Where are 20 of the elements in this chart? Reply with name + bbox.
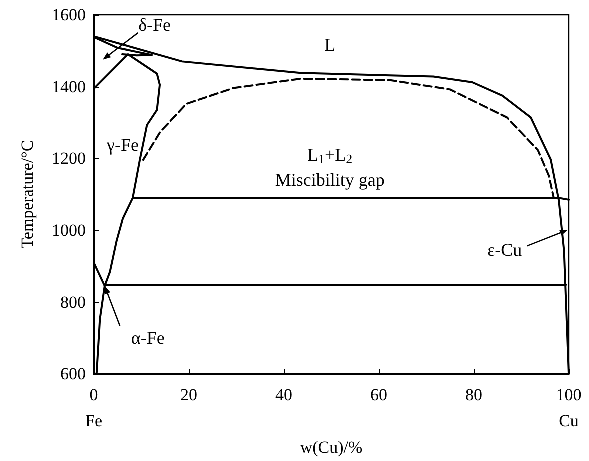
x-tick-label: 20 bbox=[180, 386, 198, 405]
y-axis-title: Temperature/°C bbox=[18, 140, 37, 249]
x-tick-label: 0 Fe bbox=[86, 386, 102, 431]
x-axis-title: w(Cu)/% bbox=[300, 438, 363, 457]
y-tick-label: 800 bbox=[60, 292, 86, 312]
x-tick-label: 60 bbox=[370, 386, 388, 405]
annotation: α-Fe bbox=[131, 328, 165, 348]
x-tick-label: 80 bbox=[466, 386, 482, 405]
x-tick-label: 40 bbox=[276, 386, 292, 405]
y-tick-label: 1000 bbox=[52, 220, 86, 240]
annotation: γ-Fe bbox=[106, 135, 139, 156]
y-tick-label: 1600 bbox=[52, 6, 86, 24]
annotation: ε-Cu bbox=[488, 240, 522, 260]
annotation: δ-Fe bbox=[138, 14, 172, 35]
annotation: L bbox=[324, 34, 336, 55]
x-tick-label: 100 Cu bbox=[556, 386, 582, 431]
annotation: Miscibility gap bbox=[275, 170, 385, 190]
y-tick-label: 1200 bbox=[52, 149, 86, 168]
y-tick-label: 600 bbox=[60, 364, 86, 384]
y-tick-label: 1400 bbox=[52, 77, 86, 96]
